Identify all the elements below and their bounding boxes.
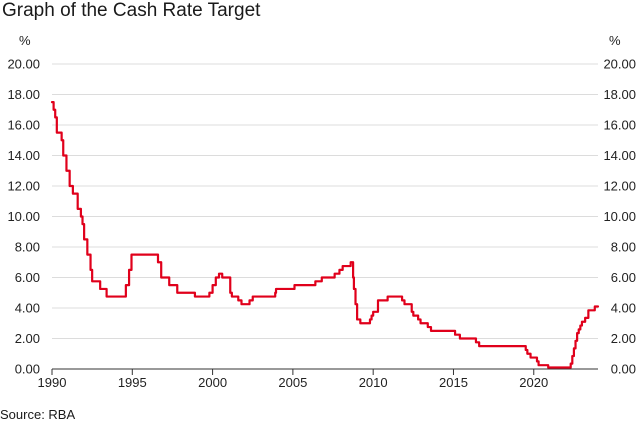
y-tick-label-left: 16.00 [7, 118, 40, 133]
x-tick-label: 2020 [519, 375, 548, 390]
x-tick-label: 2005 [278, 375, 307, 390]
axes [51, 368, 598, 375]
x-tick-label: 2015 [439, 375, 468, 390]
y-tick-label-right: 18.00 [603, 87, 636, 102]
x-tick-label: 2010 [359, 375, 388, 390]
y-tick-label-left: 2.00 [15, 331, 40, 346]
y-tick-label-right: 16.00 [603, 118, 636, 133]
tick-labels: 0.00 0.00 2.00 2.00 4.00 4.00 6.00 6.00 8.00 8.00… [7, 33, 636, 390]
y-tick-label-left: 4.00 [15, 301, 40, 316]
y-tick-label-right: 20.00 [603, 57, 636, 72]
y-unit-right: % [609, 33, 621, 48]
y-tick-label-left: 12.00 [7, 179, 40, 194]
y-tick-label-right: 2.00 [611, 331, 636, 346]
y-tick-label-right: 10.00 [603, 209, 636, 224]
y-tick-label-right: 14.00 [603, 148, 636, 163]
cash-rate-line [50, 101, 600, 369]
y-tick-label-left: 18.00 [7, 87, 40, 102]
y-tick-label-right: 0.00 [611, 362, 636, 377]
chart-title: Graph of the Cash Rate Target [2, 0, 261, 21]
y-tick-label-left: 8.00 [15, 240, 40, 255]
chart-source: Source: RBA [0, 407, 76, 422]
y-tick-label-left: 10.00 [7, 209, 40, 224]
y-unit-left: % [19, 33, 31, 48]
x-tick-label: 2000 [198, 375, 227, 390]
x-tick-label: 1990 [38, 375, 67, 390]
y-tick-label-left: 0.00 [15, 362, 40, 377]
y-tick-label-right: 8.00 [611, 240, 636, 255]
y-tick-label-left: 20.00 [7, 57, 40, 72]
y-tick-label-left: 14.00 [7, 148, 40, 163]
y-tick-label-left: 6.00 [15, 270, 40, 285]
y-tick-label-right: 12.00 [603, 179, 636, 194]
gridlines [52, 63, 598, 339]
y-tick-label-right: 4.00 [611, 301, 636, 316]
series-layer [50, 101, 600, 369]
y-tick-label-right: 6.00 [611, 270, 636, 285]
x-tick-label: 1995 [118, 375, 147, 390]
